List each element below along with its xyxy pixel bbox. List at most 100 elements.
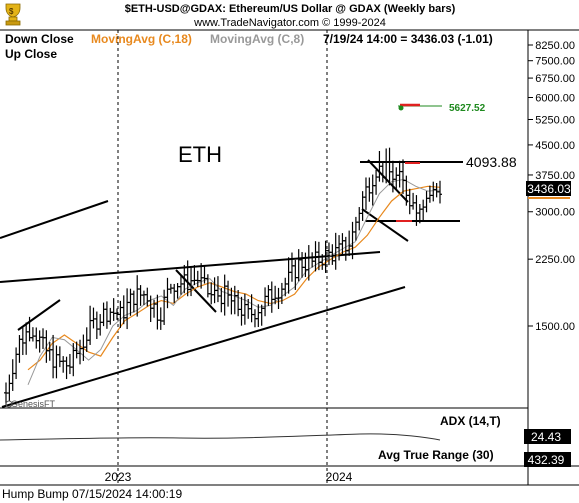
ohlc-bar <box>91 307 96 329</box>
ohlc-bar <box>195 270 200 287</box>
ohlc-bar <box>155 294 160 330</box>
ohlc-bar <box>293 259 298 290</box>
ohlc-bar <box>30 327 35 342</box>
ma8-line <box>27 178 441 385</box>
ohlc-bar <box>343 236 348 261</box>
symbol-annotation: ETH <box>178 142 222 167</box>
adx-label: ADX (14,T) <box>440 414 501 428</box>
ohlc-bar <box>289 252 294 282</box>
x-tick-2023: 2023 <box>105 470 132 484</box>
ohlc-bar <box>57 346 62 368</box>
ohlc-bar <box>337 235 342 261</box>
ohlc-bar <box>168 283 173 294</box>
rising-support-line <box>1 286 406 408</box>
ohlc-bar <box>438 180 442 204</box>
legend-down-close: Down Close <box>5 32 74 46</box>
ohlc-bar <box>175 283 180 299</box>
ohlc-bar <box>158 307 163 330</box>
y-tick-label: 6000.00 <box>535 92 575 104</box>
ohlc-bar <box>222 274 227 316</box>
ohlc-bar <box>14 347 19 380</box>
footer-status: Hump Bump 07/15/2024 14:00:19 <box>2 487 182 501</box>
ohlc-bar <box>192 265 197 286</box>
ohlc-bar <box>427 185 432 203</box>
ma18-series <box>27 185 441 371</box>
ohlc-bar <box>400 159 405 195</box>
ohlc-bar <box>256 304 261 328</box>
ma8-series <box>27 178 441 385</box>
ohlc-bar <box>88 305 93 345</box>
ohlc-bar <box>296 249 301 282</box>
ohlc-bar <box>7 374 12 402</box>
atr-value: 432.39 <box>528 453 565 467</box>
ohlc-bar <box>24 322 29 355</box>
ohlc-bar <box>165 277 170 309</box>
source-line: www.TradeNavigator.com © 1999-2024 <box>193 17 386 29</box>
ohlc-bar <box>61 356 66 373</box>
svg-text:$: $ <box>9 7 14 16</box>
ohlc-bar <box>141 290 146 306</box>
price-bars <box>4 147 442 406</box>
flag-line-2023 <box>175 269 217 313</box>
y-tick-label: 1500.00 <box>535 321 575 333</box>
wedge-line-b <box>367 159 409 203</box>
ohlc-bar <box>98 314 103 336</box>
ohlc-bar <box>104 301 109 329</box>
ohlc-bar <box>128 288 133 316</box>
ohlc-bar <box>111 298 116 321</box>
genesis-logo-icon <box>5 400 13 408</box>
ohlc-bar <box>357 207 362 231</box>
ohlc-bar <box>330 244 335 265</box>
ohlc-bar <box>236 289 241 317</box>
y-tick-label: 2250.00 <box>535 254 575 266</box>
current-price-marker: 3436.03 <box>526 181 571 199</box>
current-price-label: 3436.03 <box>527 182 571 196</box>
ohlc-bar <box>162 289 167 326</box>
ma18-line <box>27 185 441 371</box>
ohlc-bar <box>394 167 399 190</box>
ohlc-bar <box>411 192 416 210</box>
legend-last-bar: 7/19/24 14:00 = 3436.03 (-1.01) <box>323 32 493 46</box>
chart-title: $ETH-USD@GDAX: Ethereum/US Dollar @ GDAX… <box>125 3 456 15</box>
ohlc-bar <box>286 257 291 294</box>
ohlc-bar <box>108 307 113 325</box>
ohlc-bar <box>397 160 402 188</box>
ohlc-bar <box>37 330 42 353</box>
ohlc-bar <box>20 327 25 356</box>
atr-value-box <box>524 452 571 467</box>
adx-value-box <box>524 429 571 444</box>
resistance-value-label: 4093.88 <box>466 154 517 170</box>
y-tick-label: 4500.00 <box>535 140 575 152</box>
y-tick-label: 6750.00 <box>535 73 575 85</box>
ohlc-bar <box>431 181 436 202</box>
adx-line <box>0 433 441 441</box>
y-tick-label: 8250.00 <box>535 40 575 52</box>
ohlc-bar <box>424 191 429 213</box>
ohlc-bar <box>360 191 365 221</box>
y-tick-label: 3750.00 <box>535 170 575 182</box>
ohlc-bar <box>232 285 237 315</box>
ohlc-bar <box>239 296 244 326</box>
upper-channel-line <box>0 200 109 239</box>
ohlc-bar <box>367 177 372 202</box>
x-tick-2024: 2024 <box>326 470 353 484</box>
ohlc-bar <box>269 281 274 313</box>
legend-ma18: MovingAvg (C,18) <box>91 32 192 46</box>
legend-up-close: Up Close <box>5 47 57 61</box>
ohlc-bar <box>421 199 426 222</box>
atr-label: Avg True Range (30) <box>378 448 494 462</box>
ohlc-bar <box>374 169 379 195</box>
ohlc-bar <box>387 147 392 186</box>
flag-line-2022 <box>17 299 61 331</box>
ohlc-bar <box>94 311 99 340</box>
ohlc-bar <box>300 252 305 278</box>
ohlc-bar <box>283 277 288 297</box>
rising-resistance-line <box>0 251 381 283</box>
ohlc-bar <box>64 356 69 380</box>
ohlc-bar <box>10 359 15 391</box>
ohlc-bar <box>333 232 338 270</box>
ohlc-bar <box>125 288 130 330</box>
target-value-label: 5627.52 <box>449 103 486 114</box>
ohlc-bar <box>67 353 72 375</box>
ohlc-bar <box>34 327 39 349</box>
